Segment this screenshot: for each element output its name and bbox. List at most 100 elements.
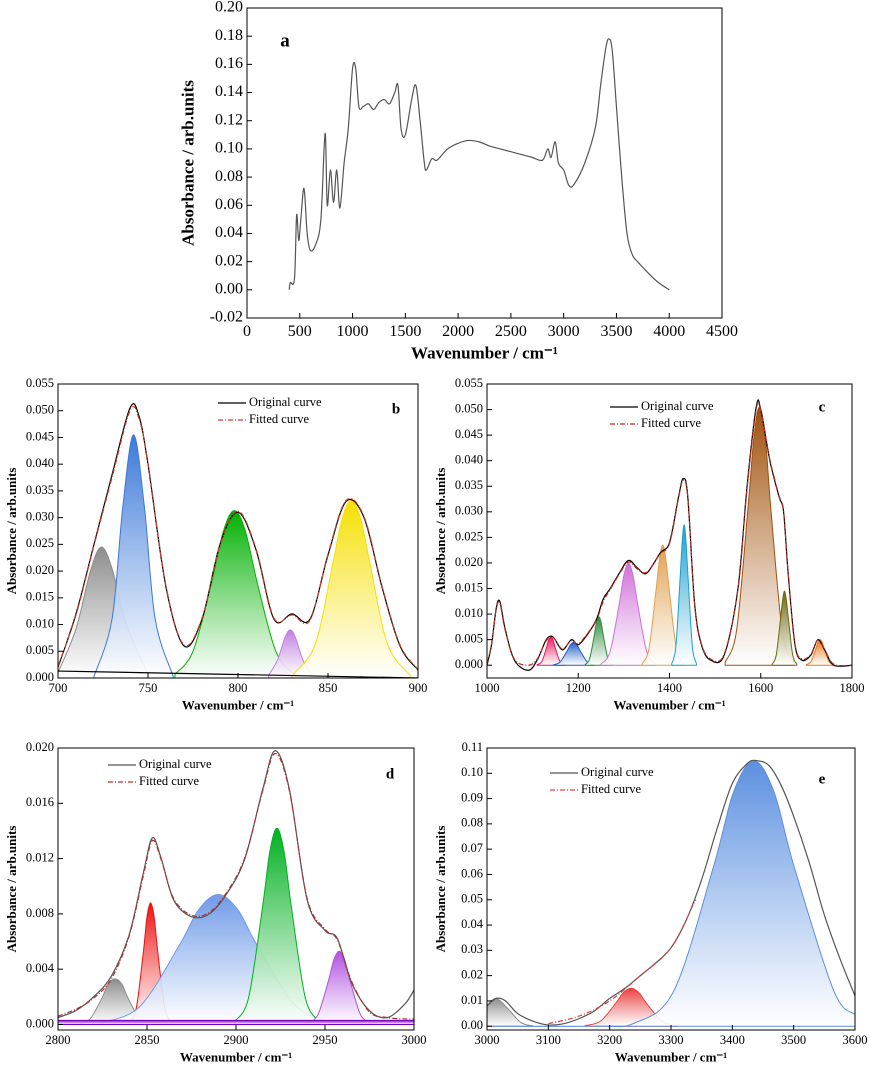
x-axis-label: Wavenumber / cm⁻¹ (180, 1050, 292, 1065)
x-tick-label: 3000 (402, 1033, 427, 1047)
x-tick-label: 3500 (600, 323, 632, 340)
y-tick-label: 0.010 (455, 606, 483, 620)
peak-area (600, 562, 657, 666)
x-tick-label: 1500 (389, 323, 421, 340)
x-tick-label: 500 (288, 323, 312, 340)
y-tick-label: 0.12 (215, 111, 243, 128)
peak-area (487, 760, 855, 1028)
y-tick-label: 0.020 (26, 740, 54, 754)
y-tick-label: -0.02 (210, 309, 243, 326)
legend-label: Original curve (249, 395, 322, 409)
y-tick-label: 0.00 (461, 1018, 483, 1032)
y-tick-label: 0.11 (462, 740, 483, 754)
y-tick-label: 0.01 (461, 993, 483, 1007)
y-tick-label: 0.055 (26, 376, 54, 390)
peak-area (93, 434, 174, 678)
y-tick-label: 0.16 (215, 55, 243, 72)
line (288, 38, 670, 291)
y-tick-label: 0.050 (455, 401, 483, 415)
legend-label: Original curve (581, 765, 654, 779)
x-axis-label: Wavenumber / cm⁻¹ (182, 698, 294, 713)
x-tick-label: 3200 (597, 1033, 622, 1047)
x-tick-label: 2500 (495, 323, 527, 340)
panel-label: d (386, 766, 395, 782)
x-tick-label: 3300 (659, 1033, 684, 1047)
x-tick-label: 800 (229, 681, 248, 695)
spectrum-line (58, 752, 414, 1020)
x-tick-label: 850 (319, 681, 338, 695)
y-tick-label: 0.035 (455, 478, 483, 492)
y-axis-label: Absorbance / arb.units (4, 826, 19, 953)
x-tick-label: 900 (409, 681, 428, 695)
y-tick-label: 0.07 (461, 841, 483, 855)
x-tick-label: 4000 (653, 323, 685, 340)
y-tick-label: 0.035 (26, 483, 54, 497)
x-tick-label: 1400 (657, 681, 682, 695)
y-tick-label: 0.008 (26, 906, 54, 920)
y-tick-label: 0.030 (26, 510, 54, 524)
peak-area (671, 524, 697, 666)
peak-area (487, 997, 534, 1027)
y-tick-label: 0.050 (26, 403, 54, 417)
y-tick-label: 0.016 (26, 795, 54, 809)
x-tick-label: 1800 (840, 681, 865, 695)
y-tick-label: 0.05 (461, 892, 483, 906)
legend-label: Original curve (139, 757, 212, 771)
y-tick-label: 0.045 (455, 427, 483, 441)
x-tick-label: 4500 (706, 323, 738, 340)
panel-label: c (819, 399, 826, 415)
peak-area (291, 499, 412, 678)
y-tick-label: 0.045 (26, 429, 54, 443)
legend-label: Fitted curve (641, 416, 702, 430)
peak-area (174, 510, 295, 678)
y-tick-label: 0.20 (215, 0, 243, 16)
y-tick-label: 0.03 (461, 942, 483, 956)
peak-area (306, 950, 372, 1025)
y-tick-label: 0.02 (461, 967, 483, 981)
y-tick-label: 0.030 (455, 504, 483, 518)
legend-label: Original curve (641, 399, 714, 413)
y-tick-label: 0.08 (461, 816, 483, 830)
peak-area (771, 590, 798, 666)
spectrum-line (58, 403, 418, 671)
y-tick-label: 0.09 (461, 790, 483, 804)
peak-area (58, 1019, 414, 1025)
x-tick-label: 2800 (46, 1033, 71, 1047)
x-tick-label: 1000 (475, 681, 500, 695)
y-tick-label: 0.010 (26, 616, 54, 630)
y-tick-label: 0.004 (26, 961, 55, 975)
x-tick-label: 1600 (748, 681, 773, 695)
y-axis-label: Absorbance / arb.units (433, 826, 448, 953)
y-tick-label: 0.18 (215, 27, 243, 44)
y-tick-label: 0.000 (26, 1016, 54, 1030)
x-tick-label: 3000 (548, 323, 580, 340)
x-tick-label: 1200 (566, 681, 591, 695)
y-tick-label: 0.10 (461, 765, 483, 779)
y-tick-label: 0.015 (26, 590, 54, 604)
y-tick-label: 0.025 (26, 536, 54, 550)
y-tick-label: 0.000 (26, 670, 54, 684)
y-tick-label: 0.025 (455, 529, 483, 543)
x-axis-label: Wavenumber / cm⁻¹ (615, 1050, 727, 1065)
legend-label: Fitted curve (139, 774, 200, 788)
plot-area (487, 399, 852, 671)
legend-label: Fitted curve (581, 782, 642, 796)
x-tick-label: 3000 (475, 1033, 500, 1047)
x-tick-label: 2850 (135, 1033, 160, 1047)
x-tick-label: 3600 (843, 1033, 868, 1047)
panel-label: b (392, 401, 400, 417)
x-tick-label: 2900 (224, 1033, 249, 1047)
x-tick-label: 3500 (781, 1033, 806, 1047)
y-tick-label: 0.020 (26, 563, 54, 577)
y-tick-label: 0.10 (215, 140, 243, 157)
x-tick-label: 1000 (337, 323, 369, 340)
y-tick-label: 0.040 (26, 456, 54, 470)
y-tick-label: 0.02 (215, 252, 243, 269)
y-axis-label: Absorbance / arb.units (178, 80, 197, 246)
x-tick-label: 0 (243, 323, 251, 340)
legend-label: Fitted curve (249, 412, 310, 426)
x-tick-label: 3400 (720, 1033, 745, 1047)
y-tick-label: 0.04 (461, 917, 484, 931)
y-tick-label: 0.015 (455, 580, 483, 594)
